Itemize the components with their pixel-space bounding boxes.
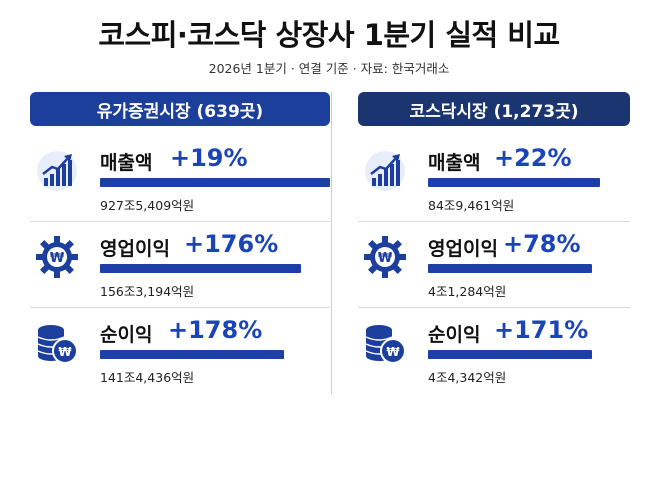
metric-bar <box>100 264 301 273</box>
metric-value: 4조4,342억원 <box>428 370 507 385</box>
metric-name: 순이익 <box>100 324 153 346</box>
row-separator <box>358 307 630 308</box>
row-separator <box>358 221 630 222</box>
kosdaq-header: 코스닥시장 (1,273곳) <box>358 92 630 126</box>
svg-text:₩: ₩ <box>378 251 393 266</box>
svg-text:₩: ₩ <box>50 251 65 266</box>
coin-stack-icon: ₩ <box>365 325 406 364</box>
won-gear-icon: ₩ <box>364 236 406 278</box>
svg-text:₩: ₩ <box>58 345 72 359</box>
kosdaq-net-income: ₩ 순이익 +171% 4조4,342억원 <box>358 308 630 394</box>
metric-value: 156조3,194억원 <box>100 284 195 299</box>
chart-up-icon <box>365 151 405 191</box>
coin-stack-icon: ₩ <box>37 325 78 364</box>
row-separator <box>30 221 330 222</box>
metric-change: +176% <box>184 230 279 258</box>
metric-name: 영업이익 <box>428 238 498 260</box>
metric-change: +78% <box>503 230 581 258</box>
metric-name: 영업이익 <box>100 238 170 260</box>
metric-change: +171% <box>494 316 589 344</box>
metric-value: 141조4,436억원 <box>100 370 195 385</box>
page-title: 코스피·코스닥 상장사 1분기 실적 비교 <box>98 18 560 52</box>
metric-value: 927조5,409억원 <box>100 198 195 213</box>
metric-name: 매출액 <box>428 152 481 174</box>
metric-name: 순이익 <box>428 324 481 346</box>
kosdaq-panel: 코스닥시장 (1,273곳) 매출액 +22% 84조9,461억원 <box>358 92 630 394</box>
kospi-operating-profit: ₩ 영업이익 +176% 156조3,194억원 <box>30 222 330 308</box>
kospi-header: 유가증권시장 (639곳) <box>30 92 330 126</box>
metric-change: +178% <box>168 316 263 344</box>
metric-bar <box>428 264 592 273</box>
kosdaq-revenue: 매출액 +22% 84조9,461억원 <box>358 136 630 222</box>
page-subtitle: 2026년 1분기 · 연결 기준 · 자료: 한국거래소 <box>208 61 450 76</box>
kospi-revenue: 매출액 +19% 927조5,409억원 <box>30 136 330 222</box>
metric-value: 84조9,461억원 <box>428 198 515 213</box>
metric-bar <box>100 350 284 359</box>
svg-text:₩: ₩ <box>386 345 400 359</box>
kospi-panel: 유가증권시장 (639곳) 매출액 +19% 927조5,409억원 <box>30 92 330 394</box>
metric-bar <box>428 178 600 187</box>
metric-change: +22% <box>494 144 572 172</box>
center-divider <box>331 92 332 394</box>
metric-value: 4조1,284억원 <box>428 284 507 299</box>
metric-bar <box>100 178 330 187</box>
metric-bar <box>428 350 592 359</box>
kosdaq-operating-profit: ₩ 영업이익 +78% 4조1,284억원 <box>358 222 630 308</box>
kospi-net-income: ₩ 순이익 +178% 141조4,436억원 <box>30 308 330 394</box>
metric-name: 매출액 <box>100 152 153 174</box>
won-gear-icon: ₩ <box>36 236 78 278</box>
chart-up-icon <box>37 151 77 191</box>
metric-change: +19% <box>170 144 248 172</box>
row-separator <box>30 307 330 308</box>
